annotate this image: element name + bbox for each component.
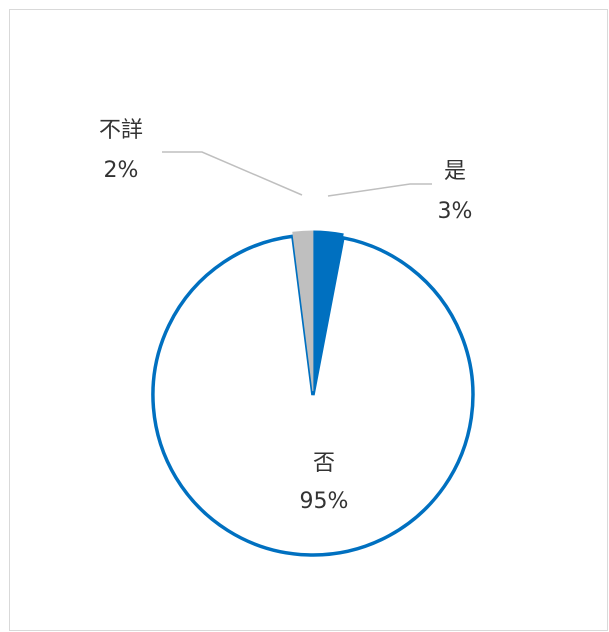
leader-line-2 xyxy=(162,151,303,196)
slice-percent-2: 2% xyxy=(104,158,139,183)
slice-label-2: 不詳 xyxy=(99,118,143,143)
pie-slice-1 xyxy=(151,234,475,557)
slice-label-1: 否 xyxy=(313,451,335,476)
pie-slice-2 xyxy=(292,230,314,392)
slice-label-0: 是 xyxy=(444,159,466,184)
slice-percent-1: 95% xyxy=(300,489,349,514)
leader-line-0 xyxy=(327,183,432,197)
leader-lines xyxy=(162,151,432,197)
slice-percent-0: 3% xyxy=(438,199,473,224)
slice-labels: 是 3% 否 95% 不詳 2% xyxy=(99,118,472,514)
pie-slices xyxy=(151,230,475,557)
